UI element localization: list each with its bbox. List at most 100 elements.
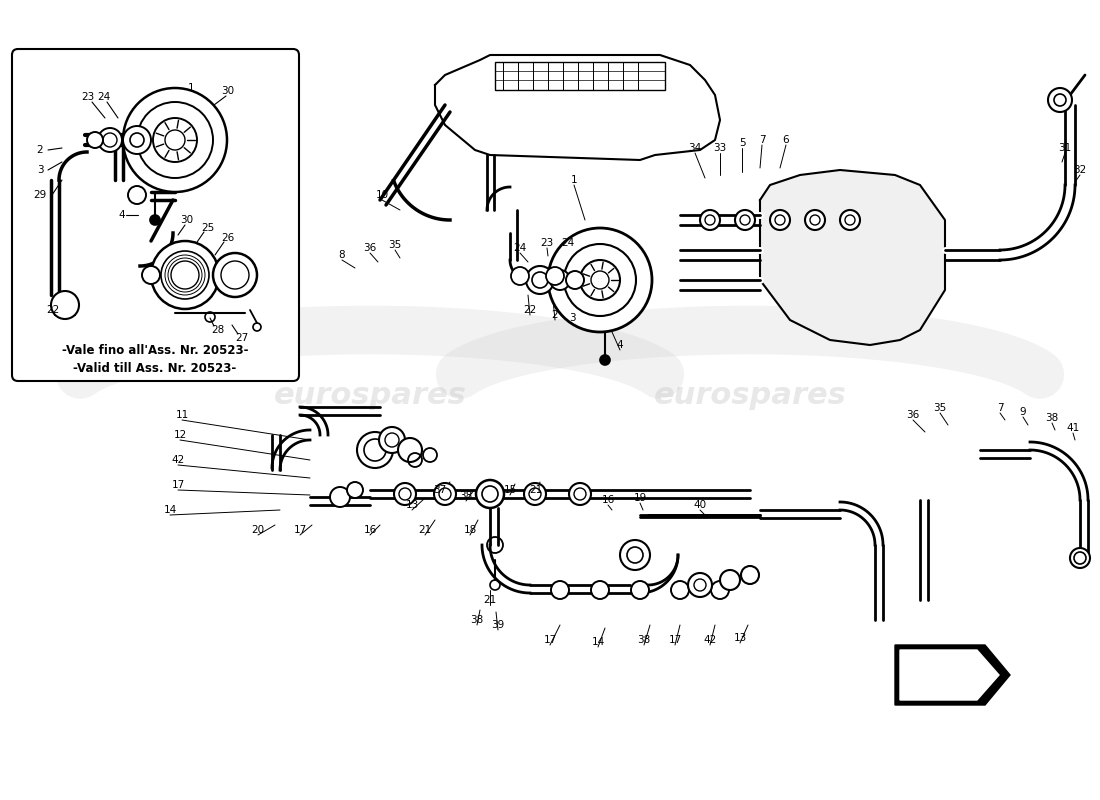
Text: 3: 3 [569, 313, 575, 323]
Text: 4: 4 [119, 210, 125, 220]
Polygon shape [895, 645, 1010, 705]
Text: 42: 42 [172, 455, 185, 465]
Text: 9: 9 [1020, 407, 1026, 417]
Text: 10: 10 [375, 190, 388, 200]
Text: eurospares: eurospares [653, 381, 846, 410]
Circle shape [98, 128, 122, 152]
Text: 21: 21 [483, 595, 496, 605]
Text: 23: 23 [81, 92, 95, 102]
Circle shape [379, 427, 405, 453]
Circle shape [711, 581, 729, 599]
Circle shape [123, 88, 227, 192]
Circle shape [1048, 88, 1072, 112]
Bar [495, 62, 666, 90]
Text: 30: 30 [221, 86, 234, 96]
Text: 24: 24 [98, 92, 111, 102]
Circle shape [548, 228, 652, 332]
Circle shape [805, 210, 825, 230]
Circle shape [151, 241, 219, 309]
Text: 24: 24 [561, 238, 574, 248]
Text: 4: 4 [617, 340, 624, 350]
Circle shape [512, 267, 529, 285]
Circle shape [123, 126, 151, 154]
Text: 1: 1 [571, 175, 578, 185]
Text: 12: 12 [174, 430, 187, 440]
Text: 3: 3 [36, 165, 43, 175]
Circle shape [569, 483, 591, 505]
Text: 7: 7 [997, 403, 1003, 413]
Text: 1: 1 [188, 83, 195, 93]
Text: 26: 26 [221, 233, 234, 243]
Circle shape [720, 570, 740, 590]
Circle shape [150, 215, 160, 225]
Text: 17: 17 [294, 525, 307, 535]
Circle shape [330, 487, 350, 507]
Text: 17: 17 [669, 635, 682, 645]
Text: 21: 21 [418, 525, 431, 535]
Text: 17: 17 [172, 480, 185, 490]
Polygon shape [900, 650, 999, 700]
Text: 27: 27 [235, 333, 249, 343]
Text: 36: 36 [363, 243, 376, 253]
Text: 40: 40 [693, 500, 706, 510]
Circle shape [770, 210, 790, 230]
Text: 16: 16 [602, 495, 615, 505]
Text: 30: 30 [180, 215, 194, 225]
Text: 13: 13 [734, 633, 747, 643]
Circle shape [546, 267, 564, 285]
FancyBboxPatch shape [12, 49, 299, 381]
Circle shape [688, 573, 712, 597]
Polygon shape [434, 55, 720, 160]
Circle shape [566, 271, 584, 289]
Text: 32: 32 [1074, 165, 1087, 175]
Text: -Valid till Ass. Nr. 20523-: -Valid till Ass. Nr. 20523- [74, 362, 236, 374]
Text: 25: 25 [201, 223, 214, 233]
Text: 38: 38 [471, 615, 484, 625]
Text: 33: 33 [714, 143, 727, 153]
Text: 11: 11 [175, 410, 188, 420]
Text: 5: 5 [739, 138, 746, 148]
Circle shape [478, 483, 500, 505]
Circle shape [620, 540, 650, 570]
Circle shape [51, 291, 79, 319]
Circle shape [700, 210, 720, 230]
Text: 23: 23 [540, 238, 553, 248]
Text: 17: 17 [543, 635, 557, 645]
Text: 37: 37 [433, 485, 447, 495]
Circle shape [735, 210, 755, 230]
Circle shape [142, 266, 160, 284]
Text: 14: 14 [592, 637, 605, 647]
Circle shape [128, 186, 146, 204]
Circle shape [600, 355, 610, 365]
Text: 22: 22 [524, 305, 537, 315]
Text: 2: 2 [36, 145, 43, 155]
Text: 35: 35 [934, 403, 947, 413]
Text: 19: 19 [634, 493, 647, 503]
Circle shape [591, 581, 609, 599]
Polygon shape [760, 170, 945, 345]
Text: 2: 2 [552, 310, 559, 320]
Text: 35: 35 [388, 240, 401, 250]
Text: 21: 21 [529, 485, 542, 495]
Text: 36: 36 [906, 410, 920, 420]
Text: 28: 28 [211, 325, 224, 335]
Circle shape [671, 581, 689, 599]
Circle shape [741, 566, 759, 584]
Circle shape [526, 266, 554, 294]
Text: 38: 38 [1045, 413, 1058, 423]
Text: 13: 13 [406, 500, 419, 510]
Text: 7: 7 [759, 135, 766, 145]
Text: 14: 14 [164, 505, 177, 515]
Text: 29: 29 [33, 190, 46, 200]
Text: 18: 18 [463, 525, 476, 535]
Text: 6: 6 [783, 135, 790, 145]
Circle shape [398, 438, 422, 462]
Text: 34: 34 [689, 143, 702, 153]
Circle shape [358, 432, 393, 468]
Text: 20: 20 [252, 525, 265, 535]
Text: 42: 42 [703, 635, 716, 645]
Circle shape [476, 480, 504, 508]
Circle shape [550, 270, 570, 290]
Circle shape [551, 581, 569, 599]
Circle shape [213, 253, 257, 297]
